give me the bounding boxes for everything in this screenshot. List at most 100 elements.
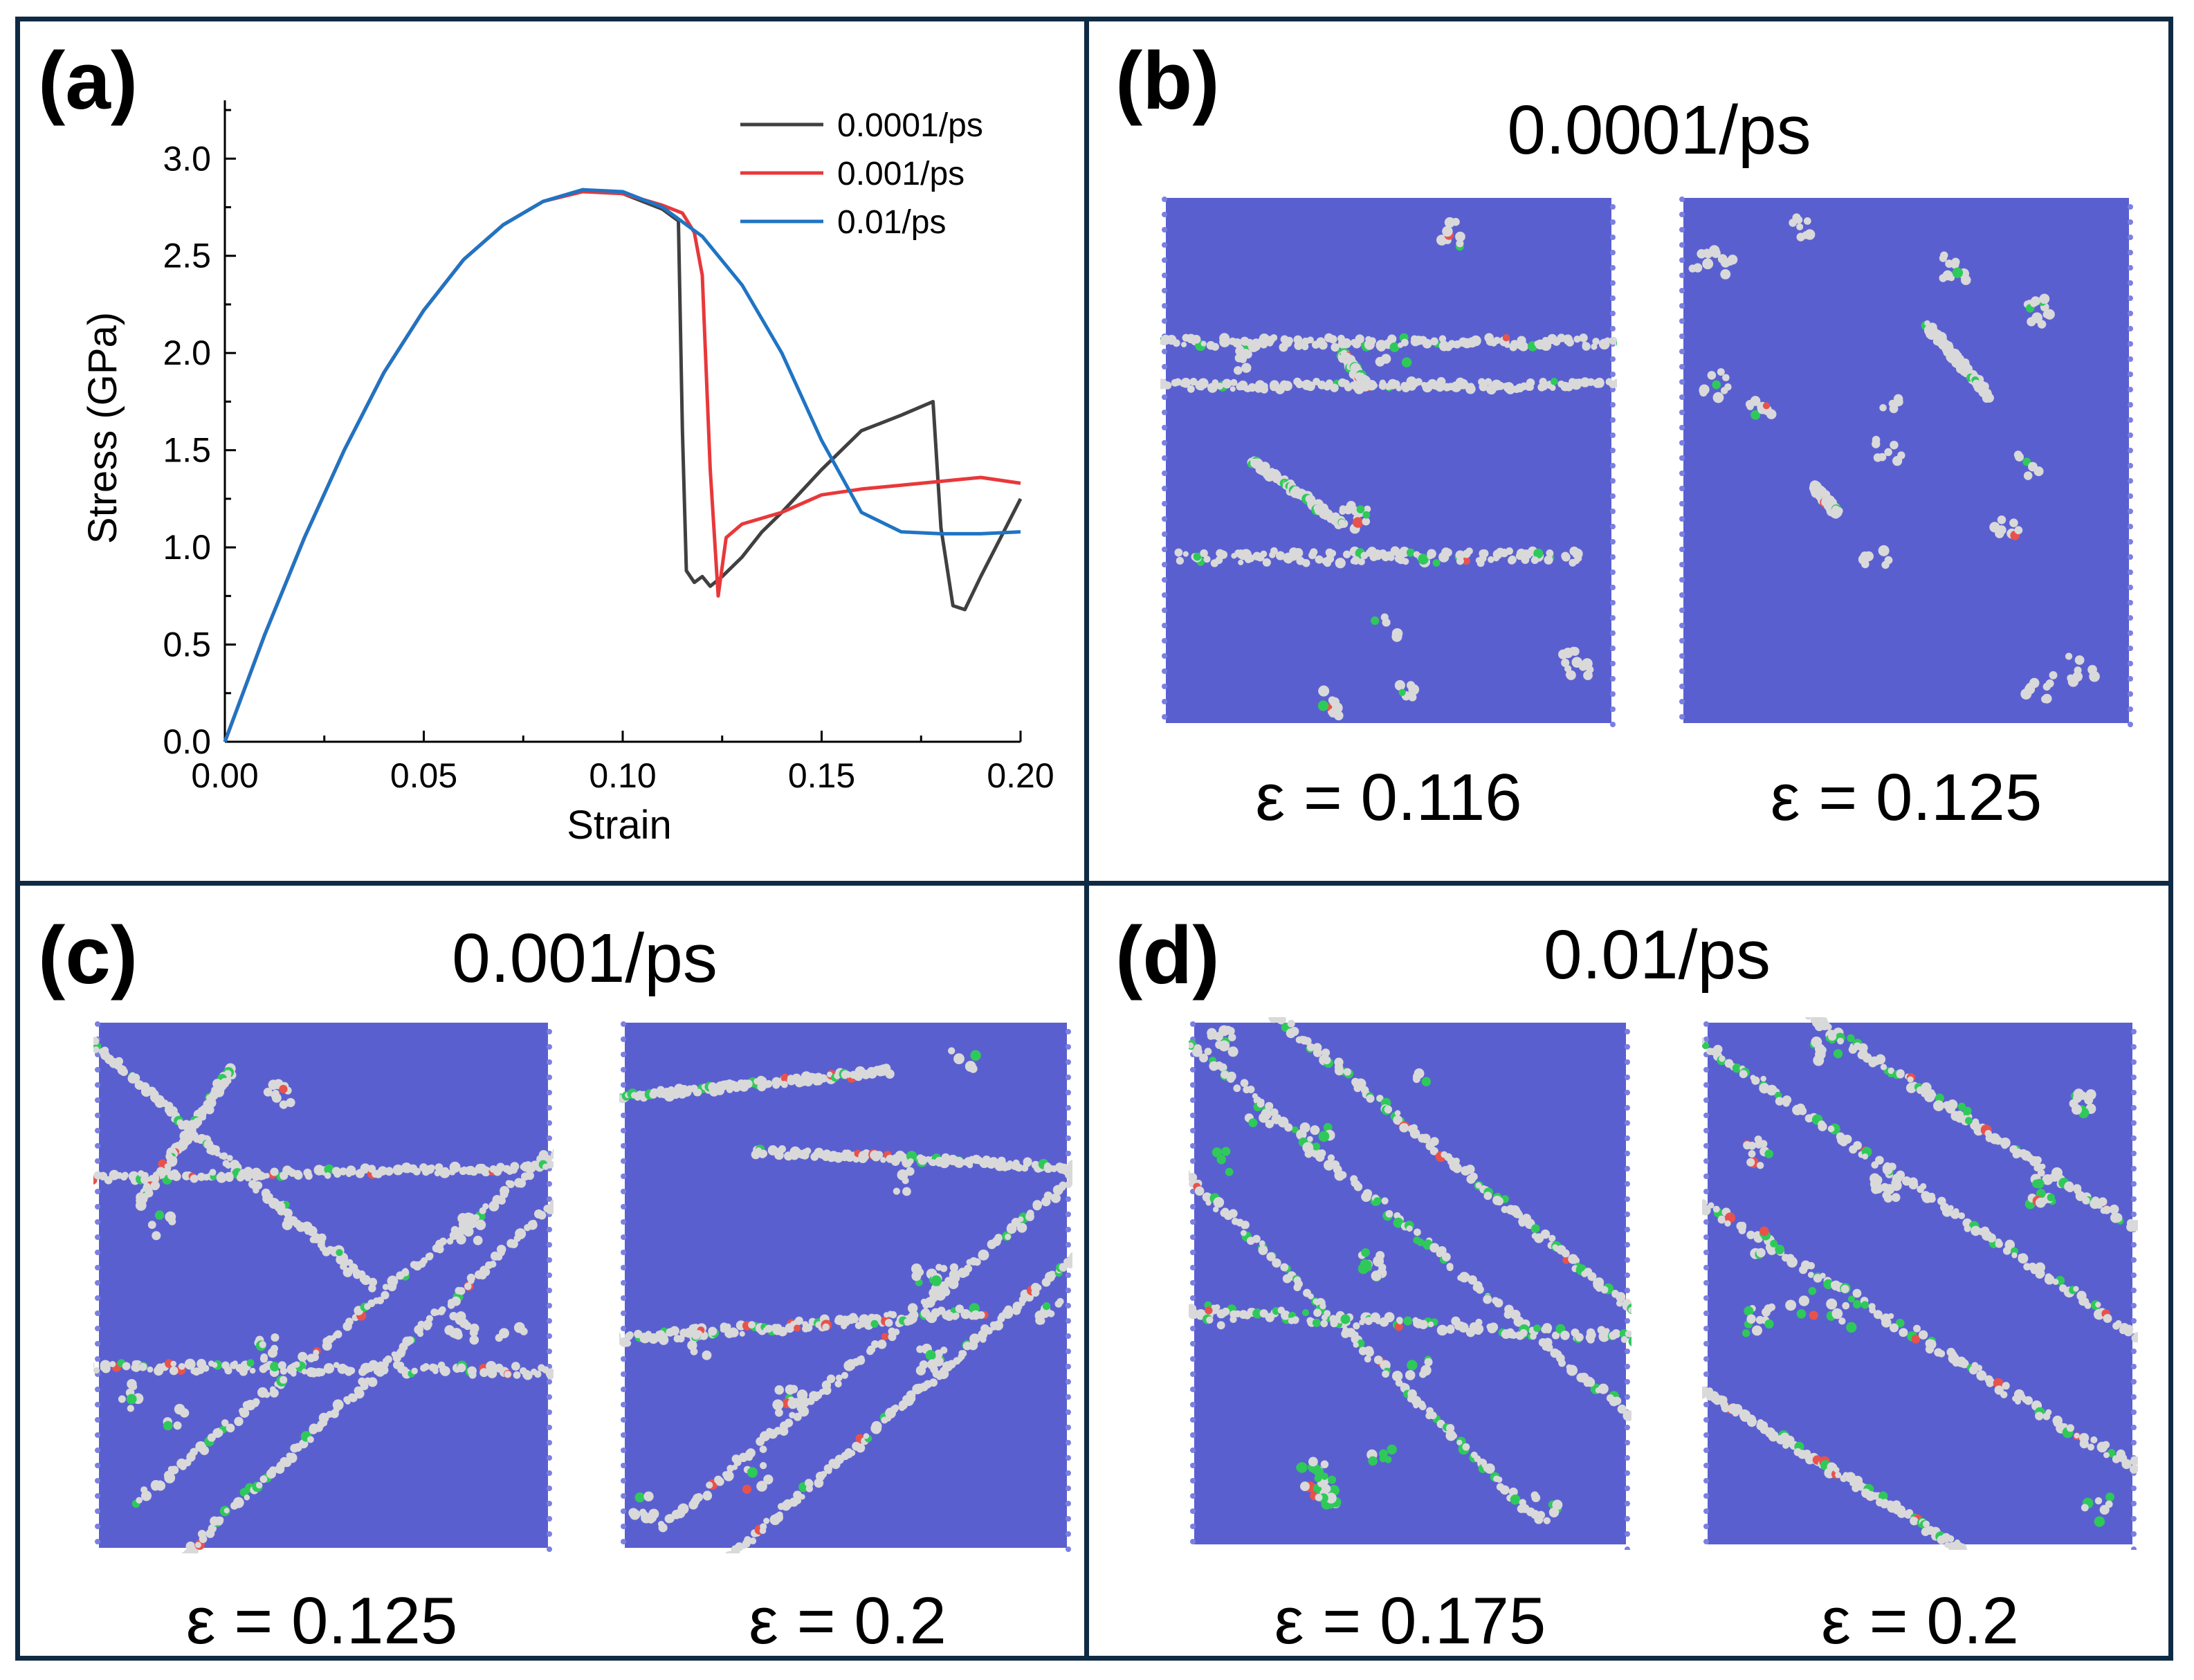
defect-atom bbox=[104, 1178, 111, 1185]
cluster-atom bbox=[1893, 394, 1903, 404]
cluster-atom bbox=[641, 1513, 652, 1524]
defect-atom bbox=[182, 1171, 191, 1180]
edge-atom bbox=[1610, 509, 1616, 514]
defect-atom bbox=[1530, 556, 1539, 565]
edge-atom bbox=[95, 1432, 100, 1438]
defect-atom bbox=[1541, 344, 1548, 350]
defect-atom bbox=[181, 1551, 188, 1553]
cluster-atom bbox=[1955, 1111, 1964, 1120]
edge-atom bbox=[1162, 349, 1167, 354]
defect-atom bbox=[2001, 1142, 2009, 1149]
edge-atom bbox=[1625, 1501, 1630, 1506]
defect-atom bbox=[1925, 1344, 1935, 1354]
cluster-atom bbox=[2065, 652, 2073, 660]
cluster-atom bbox=[127, 1405, 134, 1412]
defect-atom bbox=[1876, 1057, 1883, 1063]
defect-atom bbox=[1214, 1304, 1221, 1311]
edge-atom bbox=[1190, 1432, 1196, 1438]
edge-atom bbox=[2128, 600, 2133, 605]
defect-atom bbox=[1790, 1259, 1797, 1267]
defect-atom bbox=[147, 1366, 154, 1373]
cluster-atom bbox=[174, 1403, 185, 1415]
defect-atom bbox=[1285, 336, 1293, 345]
edge-atom bbox=[621, 1250, 626, 1255]
defect-atom bbox=[1338, 519, 1346, 527]
cluster-atom bbox=[1717, 254, 1728, 264]
cluster-atom bbox=[774, 1408, 783, 1417]
edge-atom bbox=[1162, 273, 1167, 278]
defect-atom bbox=[1368, 337, 1376, 345]
edge-atom bbox=[1610, 417, 1616, 423]
defect-atom bbox=[1293, 335, 1303, 345]
cluster-atom bbox=[154, 1210, 165, 1220]
defect-atom bbox=[1313, 1043, 1322, 1052]
defect-atom bbox=[1508, 1487, 1518, 1497]
edge-atom bbox=[2128, 509, 2133, 514]
defect-atom bbox=[971, 1310, 980, 1320]
defect-atom bbox=[1420, 381, 1427, 388]
edge-atom bbox=[1703, 1128, 1709, 1133]
defect-atom bbox=[1475, 1285, 1484, 1294]
defect-atom bbox=[368, 1284, 376, 1293]
edge-atom bbox=[621, 1432, 626, 1438]
edge-atom bbox=[1610, 539, 1616, 545]
cluster-atom bbox=[1310, 1125, 1320, 1135]
cluster-atom bbox=[1873, 453, 1883, 462]
edge-atom bbox=[1625, 1516, 1630, 1522]
defect-atom bbox=[1502, 334, 1510, 342]
defect-atom bbox=[324, 1172, 331, 1179]
cluster-atom bbox=[1759, 1226, 1769, 1236]
edge-atom bbox=[2131, 1257, 2137, 1263]
defect-atom bbox=[1575, 1333, 1584, 1342]
defect-atom bbox=[861, 1070, 870, 1078]
edge-atom bbox=[621, 1417, 626, 1423]
defect-atom bbox=[1308, 1293, 1314, 1299]
cluster-atom bbox=[1243, 349, 1252, 359]
cluster-atom bbox=[2039, 293, 2050, 304]
edge-atom bbox=[2128, 676, 2133, 682]
defect-atom bbox=[760, 1523, 767, 1531]
cluster-atom bbox=[970, 1050, 981, 1061]
defect-atom bbox=[1319, 1303, 1326, 1310]
edge-atom bbox=[1190, 1493, 1196, 1499]
cluster-atom bbox=[1225, 1167, 1234, 1176]
edge-atom bbox=[1703, 1448, 1709, 1453]
cluster-atom bbox=[267, 1348, 277, 1358]
defect-atom bbox=[841, 1371, 849, 1379]
defect-atom bbox=[387, 1281, 397, 1290]
defect-atom bbox=[1199, 1053, 1208, 1063]
edge-atom bbox=[2128, 432, 2133, 438]
defect-atom bbox=[1393, 1115, 1403, 1125]
defect-atom bbox=[1432, 559, 1441, 567]
defect-atom bbox=[547, 1371, 554, 1380]
cluster-atom bbox=[1764, 1149, 1774, 1158]
cluster-atom bbox=[1871, 1161, 1879, 1169]
defect-atom bbox=[309, 1367, 319, 1378]
defect-atom bbox=[1307, 336, 1314, 344]
edge-atom bbox=[2131, 1546, 2137, 1550]
defect-atom bbox=[1457, 1275, 1464, 1281]
defect-atom bbox=[695, 1088, 702, 1095]
edge-atom bbox=[1679, 303, 1685, 309]
cluster-atom bbox=[2094, 1497, 2103, 1505]
edge-atom bbox=[2128, 493, 2133, 499]
defect-atom bbox=[376, 1297, 384, 1304]
edge-atom bbox=[1625, 1257, 1630, 1263]
defect-atom bbox=[516, 1230, 524, 1238]
cluster-atom bbox=[1214, 1032, 1223, 1041]
defect-atom bbox=[804, 1147, 812, 1155]
defect-atom bbox=[1561, 1249, 1570, 1258]
edge-atom bbox=[547, 1044, 552, 1050]
defect-atom bbox=[1301, 1308, 1310, 1317]
cluster-atom bbox=[1328, 1475, 1337, 1484]
defect-atom bbox=[1379, 379, 1386, 386]
defect-atom bbox=[1782, 1095, 1792, 1105]
defect-atom bbox=[1902, 1177, 1910, 1185]
defect-atom bbox=[1823, 1279, 1834, 1290]
defect-atom bbox=[1573, 558, 1580, 565]
vertical-divider-top bbox=[1084, 17, 1089, 886]
defect-atom bbox=[1247, 1085, 1255, 1093]
defect-atom bbox=[425, 1252, 433, 1261]
defect-atom bbox=[1004, 1305, 1013, 1314]
cluster-atom bbox=[919, 1360, 929, 1369]
